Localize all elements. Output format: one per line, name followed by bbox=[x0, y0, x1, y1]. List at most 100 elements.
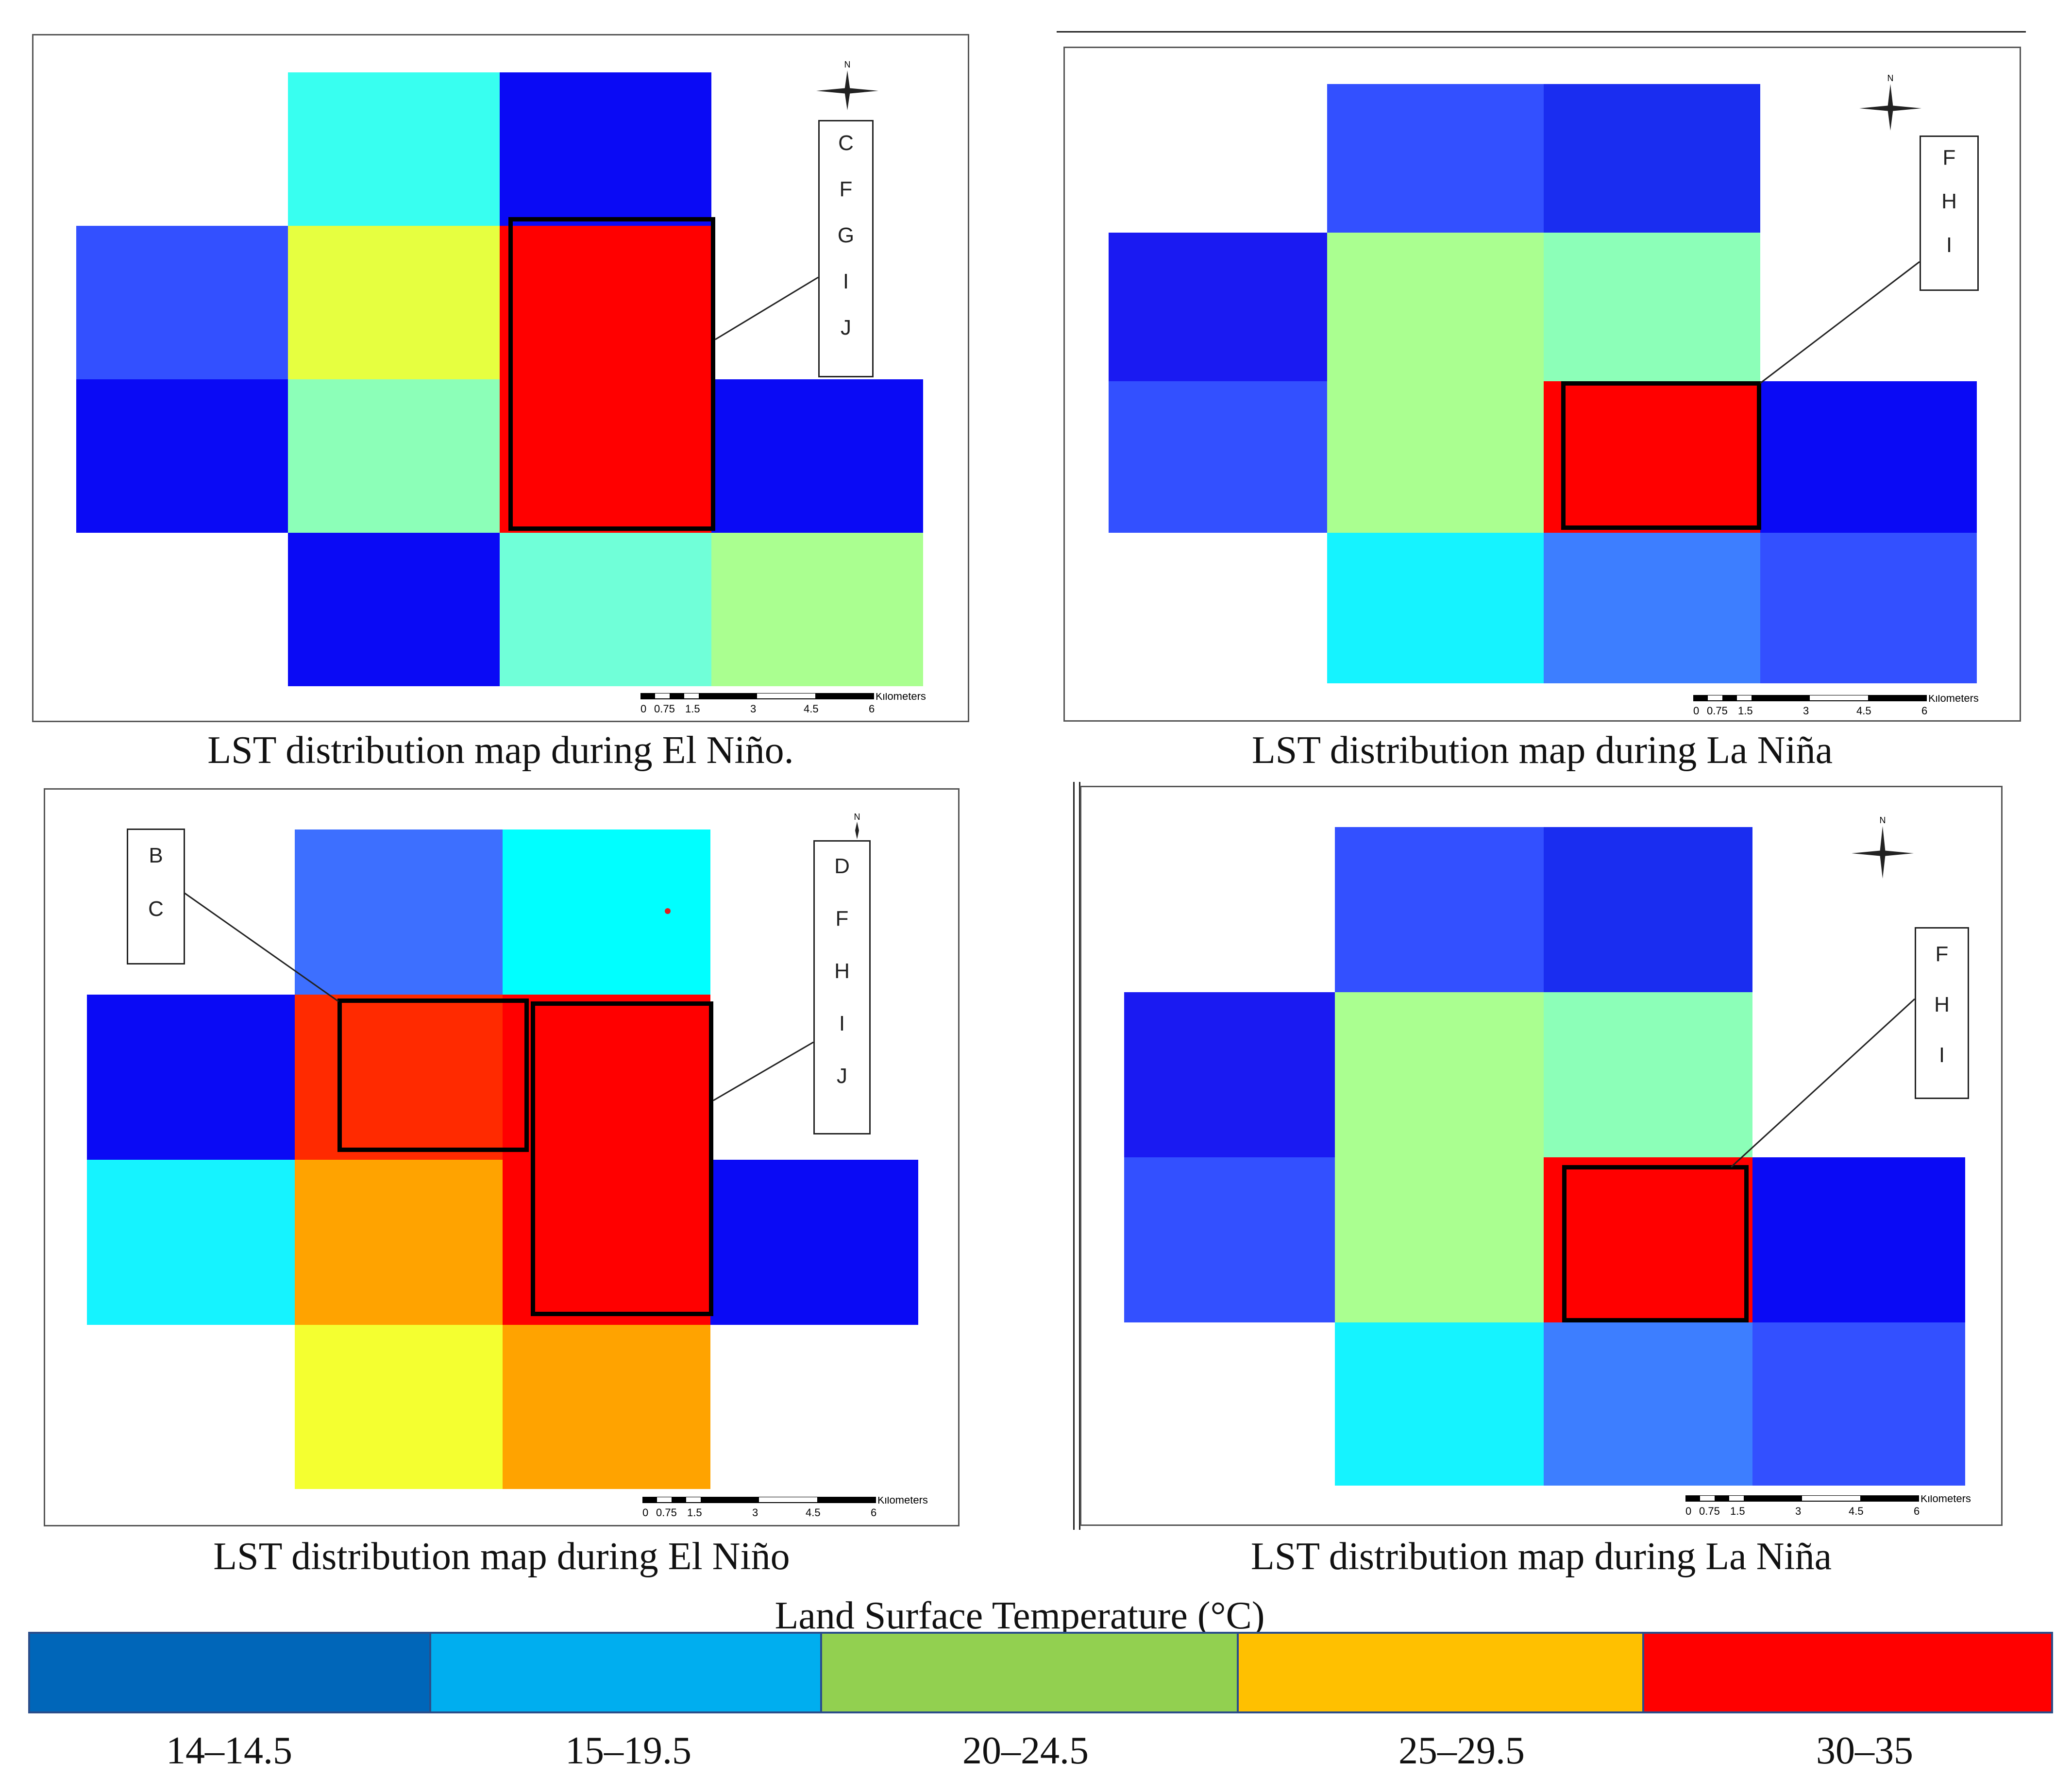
site-label: I bbox=[1938, 1043, 1945, 1067]
site-label: D bbox=[834, 854, 850, 878]
scale-bar: 0 0.75 1.5 3 4.5 6 Kilometers bbox=[640, 690, 946, 721]
grid-cell bbox=[1327, 533, 1544, 683]
grid-cell bbox=[1544, 381, 1760, 533]
legend-swatch bbox=[431, 1634, 822, 1711]
grid-cell bbox=[1335, 1322, 1544, 1486]
scale-tick: 4.5 bbox=[806, 1506, 821, 1519]
map-caption: LST distribution map during El Niño. bbox=[207, 729, 794, 772]
grid-cell bbox=[295, 1325, 503, 1489]
grid-cell bbox=[503, 829, 710, 995]
map-panel-3: B C D F H I J N 0 0.75 1.5 3 4.5 6 Kilom… bbox=[44, 788, 960, 1526]
grid-cell bbox=[76, 379, 288, 533]
grid-cell bbox=[1124, 1157, 1335, 1322]
legend-swatch bbox=[822, 1634, 1239, 1711]
grid-cell bbox=[1544, 827, 1752, 992]
north-label: N bbox=[1887, 73, 1894, 83]
site-label: J bbox=[837, 1064, 847, 1088]
site-label: I bbox=[839, 1012, 845, 1035]
legend-label: 30–35 bbox=[1816, 1729, 1913, 1772]
scale-tick: 0 bbox=[640, 703, 646, 715]
site-label: H bbox=[1941, 189, 1957, 213]
site-label: F bbox=[839, 177, 853, 201]
scale-tick: 0 bbox=[1685, 1505, 1691, 1517]
grid-cell bbox=[1327, 381, 1544, 533]
legend-label: 25–29.5 bbox=[1398, 1729, 1525, 1772]
divider bbox=[1073, 782, 1075, 1530]
scale-tick: 3 bbox=[1803, 705, 1809, 717]
scale-tick: 0.75 bbox=[656, 1506, 677, 1519]
site-label: B bbox=[149, 844, 163, 867]
scale-tick: 6 bbox=[1921, 705, 1927, 717]
legend-swatch bbox=[1239, 1634, 1644, 1711]
grid-cell bbox=[1335, 827, 1544, 992]
scale-bar: 0 0.75 1.5 3 4.5 6 Kilometers bbox=[1685, 1492, 1996, 1524]
north-arrow-icon: N bbox=[1856, 72, 1924, 135]
scale-tick: 6 bbox=[1914, 1505, 1920, 1517]
leader-line bbox=[1760, 261, 1920, 384]
scale-tick: 4.5 bbox=[1856, 705, 1871, 717]
leader-line bbox=[181, 890, 814, 1101]
map-caption: LST distribution map during El Niño bbox=[213, 1535, 790, 1578]
scale-tick: 4.5 bbox=[804, 703, 819, 715]
north-label: N bbox=[854, 812, 860, 822]
north-arrow-icon: N bbox=[813, 60, 881, 118]
site-label-box: B C bbox=[127, 829, 185, 965]
site-label: C bbox=[838, 131, 854, 155]
legend-title: Land Surface Temperature (°C) bbox=[775, 1594, 1265, 1637]
north-arrow-icon: N bbox=[838, 811, 876, 840]
grid-cell bbox=[1760, 533, 1977, 683]
scale-unit: Kilometers bbox=[877, 1497, 928, 1506]
scale-bar: 0 0.75 1.5 3 4.5 6 Kilometers bbox=[1693, 692, 2014, 720]
scale-tick: 0.75 bbox=[1707, 705, 1728, 717]
grid-cell bbox=[87, 1160, 295, 1325]
grid-cell bbox=[1335, 992, 1544, 1157]
highlight-box bbox=[1562, 1165, 1749, 1322]
site-label: J bbox=[841, 316, 851, 339]
grid-cell bbox=[1544, 233, 1760, 381]
scale-tick: 0.75 bbox=[1699, 1505, 1720, 1517]
site-label: F bbox=[1942, 146, 1956, 169]
grid-cell bbox=[295, 995, 503, 1160]
site-label-box: C F G I J bbox=[818, 120, 874, 377]
grid-cell bbox=[500, 226, 711, 533]
site-label: I bbox=[842, 270, 849, 293]
map-panel-4: F H I N 0 0.75 1.5 3 4.5 6 Kilometers bbox=[1080, 786, 2003, 1526]
grid-cell bbox=[76, 226, 288, 379]
grid-cell bbox=[1544, 84, 1760, 233]
scale-unit: Kilometers bbox=[876, 693, 926, 702]
legend-color-bar bbox=[28, 1632, 2053, 1713]
legend-swatch bbox=[1644, 1634, 2051, 1711]
grid-cell bbox=[1327, 233, 1544, 381]
map-panel-2: F H I N 0 0.75 1.5 3 4.5 6 Kilometers bbox=[1063, 47, 2021, 722]
divider bbox=[1079, 782, 1080, 1530]
scale-tick: 4.5 bbox=[1849, 1505, 1864, 1517]
grid-cell bbox=[1109, 233, 1327, 381]
grid-cell bbox=[1335, 1157, 1544, 1322]
scale-bar: 0 0.75 1.5 3 4.5 6 Kilometers bbox=[642, 1494, 953, 1525]
grid-cell bbox=[1760, 381, 1977, 533]
map-caption: LST distribution map during La Niña bbox=[1250, 1535, 1832, 1578]
point-marker bbox=[665, 908, 671, 914]
grid-cell bbox=[1327, 84, 1544, 233]
grid-cell bbox=[1544, 1322, 1752, 1486]
map-caption: LST distribution map during La Niña bbox=[1251, 729, 1833, 772]
grid-cell bbox=[1124, 992, 1335, 1157]
highlight-box bbox=[508, 217, 715, 531]
site-label: H bbox=[1934, 993, 1950, 1016]
scale-tick: 0 bbox=[642, 1506, 648, 1519]
grid-cell bbox=[1109, 381, 1327, 533]
site-label: G bbox=[837, 223, 855, 247]
grid-cell bbox=[1752, 1157, 1965, 1322]
highlight-box bbox=[1561, 381, 1761, 530]
grid-cell bbox=[288, 226, 500, 379]
highlight-box bbox=[531, 1001, 713, 1316]
grid-cell bbox=[87, 995, 295, 1160]
site-label: F bbox=[835, 907, 849, 931]
scale-tick: 6 bbox=[871, 1506, 876, 1519]
legend-label: 14–14.5 bbox=[166, 1729, 292, 1772]
north-label: N bbox=[1880, 815, 1886, 825]
north-label: N bbox=[844, 60, 851, 69]
divider bbox=[1057, 31, 2026, 33]
north-arrow-icon: N bbox=[1849, 814, 1917, 882]
grid-cell bbox=[295, 1160, 503, 1325]
